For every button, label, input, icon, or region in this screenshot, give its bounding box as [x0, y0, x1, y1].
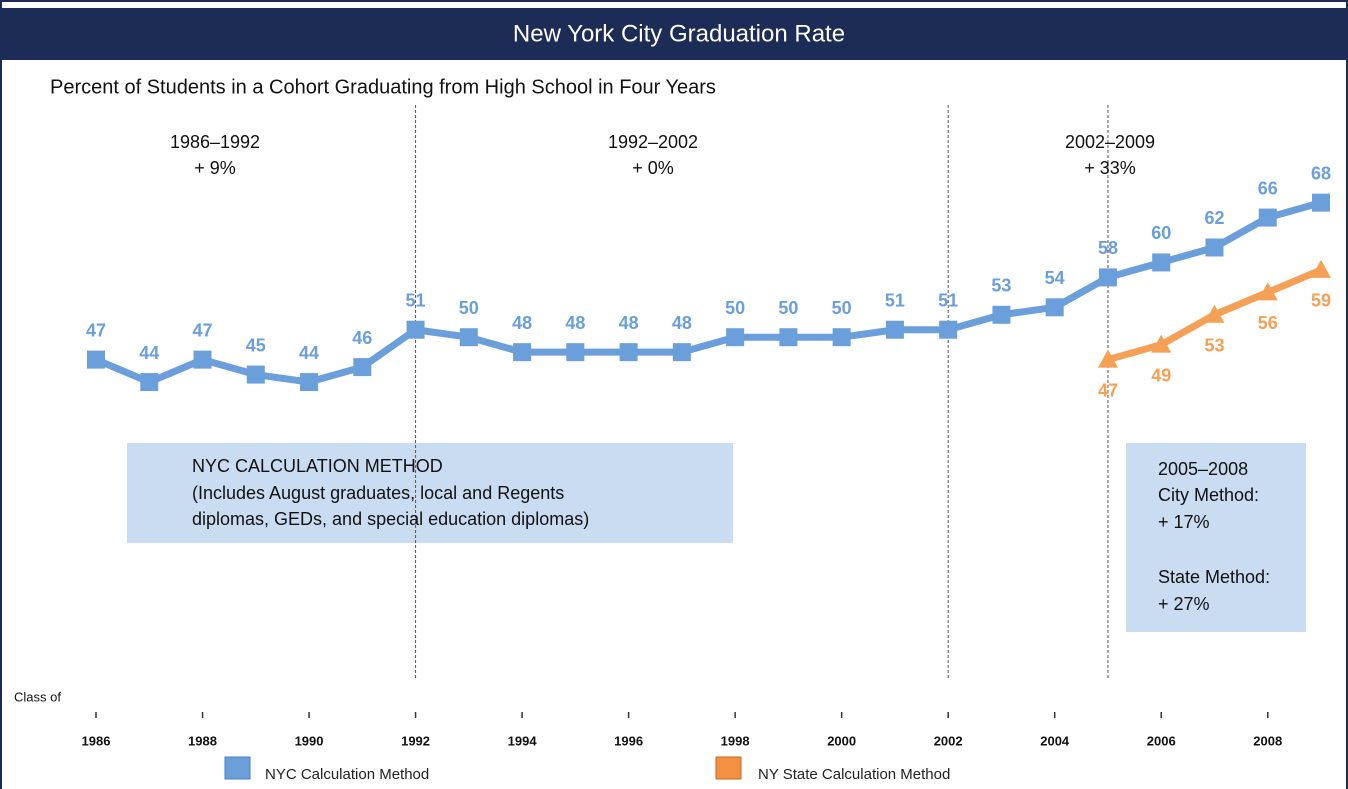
point — [992, 305, 1011, 324]
point — [619, 343, 638, 362]
point — [459, 328, 478, 347]
point — [1258, 208, 1277, 227]
period-change: + 33% — [1084, 158, 1136, 178]
note-text: (Includes August graduates, local and Re… — [192, 483, 564, 503]
data-label: 66 — [1258, 178, 1278, 198]
chart-title: New York City Graduation Rate — [513, 20, 845, 47]
data-label: 44 — [299, 343, 319, 363]
data-label: 56 — [1258, 313, 1278, 333]
data-label: 51 — [938, 290, 958, 310]
x-tick-label: 1998 — [721, 733, 750, 748]
data-label: 47 — [193, 320, 213, 340]
point — [1204, 304, 1225, 323]
note-text: + 17% — [1158, 512, 1210, 532]
point — [672, 343, 691, 362]
data-label: 50 — [778, 298, 798, 318]
data-label: 53 — [991, 276, 1011, 296]
data-label: 54 — [1045, 268, 1065, 288]
data-label: 59 — [1311, 291, 1331, 311]
point — [1152, 253, 1171, 272]
point — [193, 350, 212, 369]
point — [513, 343, 532, 362]
point — [140, 373, 159, 392]
chart-subtitle: Percent of Students in a Cohort Graduati… — [50, 76, 716, 98]
data-label: 62 — [1204, 208, 1224, 228]
x-tick-label: 1992 — [401, 733, 430, 748]
x-tick-label: 1988 — [188, 733, 217, 748]
x-tick-label: 1990 — [295, 733, 324, 748]
point — [246, 365, 265, 384]
x-tick-label: 1986 — [82, 733, 111, 748]
header-bar — [0, 8, 1348, 60]
point — [1045, 298, 1064, 317]
point — [1205, 238, 1224, 257]
data-label: 47 — [86, 320, 106, 340]
period-label: 1992–2002 — [608, 132, 698, 152]
point — [353, 358, 372, 377]
x-axis-label: Class of — [14, 689, 61, 704]
point — [726, 328, 745, 347]
data-label: 44 — [139, 343, 159, 363]
note-text: NYC CALCULATION METHOD — [192, 456, 443, 476]
period-label: 2002–2009 — [1065, 132, 1155, 152]
note-text: State Method: — [1158, 567, 1270, 587]
x-tick-label: 2002 — [934, 733, 963, 748]
note-text: City Method: — [1158, 485, 1259, 505]
point — [779, 328, 798, 347]
period-label: 1986–1992 — [170, 132, 260, 152]
point — [1098, 268, 1117, 287]
note-box — [1126, 443, 1306, 632]
x-tick-label: 2006 — [1147, 733, 1176, 748]
data-label: 60 — [1151, 223, 1171, 243]
data-label: 48 — [565, 313, 585, 333]
point — [1311, 259, 1331, 278]
legend-swatch — [715, 756, 742, 780]
x-tick-label: 2004 — [1040, 733, 1070, 748]
data-label: 48 — [512, 313, 532, 333]
data-label: 58 — [1098, 238, 1118, 258]
x-tick-label: 2000 — [827, 733, 856, 748]
data-label: 51 — [885, 290, 905, 310]
legend-swatch — [224, 756, 251, 780]
period-change: + 0% — [632, 158, 674, 178]
data-label: 50 — [459, 298, 479, 318]
data-label: 49 — [1151, 365, 1171, 385]
point — [1257, 282, 1278, 301]
data-label: 47 — [1098, 380, 1118, 400]
point — [1097, 349, 1118, 368]
point — [406, 320, 425, 339]
legend-label: NY State Calculation Method — [758, 766, 950, 783]
data-label: 48 — [672, 313, 692, 333]
point — [87, 350, 105, 369]
data-label: 45 — [246, 335, 266, 355]
point — [300, 373, 319, 392]
note-text: + 27% — [1158, 594, 1210, 614]
data-label: 50 — [832, 298, 852, 318]
series-line — [94, 199, 1322, 386]
point — [885, 320, 904, 339]
point — [1151, 334, 1172, 353]
point — [832, 328, 851, 347]
x-tick-label: 1996 — [614, 733, 643, 748]
period-change: + 9% — [194, 158, 236, 178]
data-label: 68 — [1311, 163, 1331, 183]
note-text: diplomas, GEDs, and special education di… — [192, 509, 589, 529]
data-label: 51 — [406, 290, 426, 310]
x-tick-label: 2008 — [1253, 733, 1282, 748]
data-label: 46 — [352, 328, 372, 348]
data-label: 50 — [725, 298, 745, 318]
point — [566, 343, 585, 362]
point — [1312, 193, 1330, 212]
data-label: 53 — [1204, 336, 1224, 356]
x-tick-label: 1994 — [508, 733, 538, 748]
note-text: 2005–2008 — [1158, 459, 1248, 479]
note-box — [127, 443, 733, 543]
legend-label: NYC Calculation Method — [265, 766, 429, 783]
data-label: 48 — [619, 313, 639, 333]
point — [939, 320, 958, 339]
